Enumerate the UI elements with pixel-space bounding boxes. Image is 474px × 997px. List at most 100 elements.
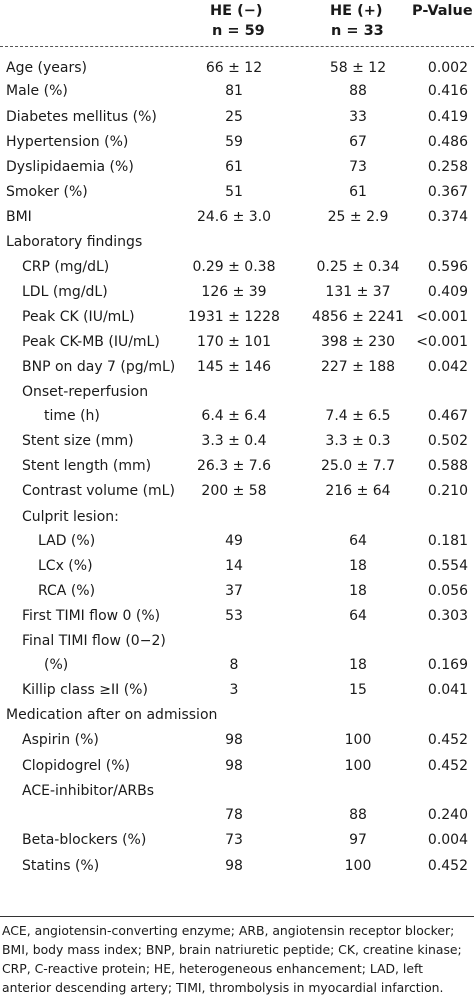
row-label: LCx (%) bbox=[38, 558, 93, 574]
he-positive-value: 0.25 ± 0.34 bbox=[316, 259, 400, 275]
he-positive-value: 88 bbox=[349, 807, 367, 823]
he-negative-value: 25 bbox=[225, 109, 243, 125]
row-label: Statins (%) bbox=[22, 858, 100, 874]
he-positive-value: 18 bbox=[349, 558, 367, 574]
row-label: Clopidogrel (%) bbox=[22, 758, 130, 774]
p-value: 0.056 bbox=[427, 583, 468, 599]
row-label-continuation: (%) bbox=[44, 657, 69, 673]
he-negative-value: 14 bbox=[225, 558, 243, 574]
he-positive-value: 25.0 ± 7.7 bbox=[320, 458, 396, 474]
p-value: 0.452 bbox=[427, 758, 468, 774]
row-label: BNP on day 7 (pg/mL) bbox=[22, 359, 176, 375]
he-negative-value: 78 bbox=[225, 807, 243, 823]
he-negative-value: 61 bbox=[225, 159, 243, 175]
he-positive-value: 25 ± 2.9 bbox=[327, 209, 389, 225]
p-value: 0.041 bbox=[427, 682, 468, 698]
he-positive-value: 100 bbox=[344, 758, 372, 774]
p-value: 0.452 bbox=[427, 858, 468, 874]
header-divider bbox=[0, 46, 474, 47]
p-value: 0.419 bbox=[427, 109, 468, 125]
he-positive-value: 61 bbox=[349, 184, 367, 200]
he-positive-value: 18 bbox=[349, 583, 367, 599]
p-value: 0.409 bbox=[427, 284, 468, 300]
row-label: Beta-blockers (%) bbox=[22, 832, 147, 848]
he-negative-value: 26.3 ± 7.6 bbox=[196, 458, 272, 474]
table-footnote: ACE, angiotensin-converting enzyme; ARB,… bbox=[2, 923, 462, 995]
row-label: Male (%) bbox=[6, 83, 68, 99]
p-value: 0.502 bbox=[427, 433, 468, 449]
he-positive-value: 398 ± 230 bbox=[320, 334, 396, 350]
he-positive-value: 67 bbox=[349, 134, 367, 150]
row-label: Aspirin (%) bbox=[22, 732, 99, 748]
he-positive-value: 64 bbox=[349, 533, 367, 549]
he-positive-value: 131 ± 37 bbox=[325, 284, 391, 300]
he-positive-value: 100 bbox=[344, 732, 372, 748]
row-label: Peak CK-MB (IU/mL) bbox=[22, 334, 160, 350]
he-negative-value: 200 ± 58 bbox=[201, 483, 267, 499]
he-negative-value: 59 bbox=[225, 134, 243, 150]
he-negative-value: 73 bbox=[225, 832, 243, 848]
he-positive-value: 216 ± 64 bbox=[325, 483, 391, 499]
p-value: 0.169 bbox=[427, 657, 468, 673]
row-label: Diabetes mellitus (%) bbox=[6, 109, 157, 125]
he-negative-value: 81 bbox=[225, 83, 243, 99]
he-positive-value: 97 bbox=[349, 832, 367, 848]
row-label: LAD (%) bbox=[38, 533, 96, 549]
he-positive-value: 100 bbox=[344, 858, 372, 874]
he-positive-value: 58 ± 12 bbox=[329, 60, 387, 76]
row-label: Medication after on admission bbox=[6, 707, 218, 723]
row-label: BMI bbox=[6, 209, 32, 225]
p-value: 0.042 bbox=[427, 359, 468, 375]
p-value: 0.210 bbox=[427, 483, 468, 499]
he-positive-value: 64 bbox=[349, 608, 367, 624]
row-label-continuation: time (h) bbox=[44, 408, 100, 424]
row-label: Onset-reperfusion bbox=[22, 384, 149, 400]
he-positive-value: 7.4 ± 6.5 bbox=[325, 408, 391, 424]
he-negative-value: 126 ± 39 bbox=[201, 284, 267, 300]
row-label: Stent length (mm) bbox=[22, 458, 152, 474]
row-label: Culprit lesion: bbox=[22, 509, 119, 525]
row-label: Smoker (%) bbox=[6, 184, 88, 200]
p-value: 0.181 bbox=[427, 533, 468, 549]
p-value: 0.588 bbox=[427, 458, 468, 474]
row-label: LDL (mg/dL) bbox=[22, 284, 108, 300]
he-positive-value: 227 ± 188 bbox=[320, 359, 396, 375]
he-negative-value: 98 bbox=[225, 732, 243, 748]
row-label: RCA (%) bbox=[38, 583, 96, 599]
row-label: Final TIMI flow (0−2) bbox=[22, 633, 166, 649]
he-negative-value: 24.6 ± 3.0 bbox=[196, 209, 272, 225]
p-value: 0.486 bbox=[427, 134, 468, 150]
he-negative-value: 98 bbox=[225, 758, 243, 774]
row-label: ACE-inhibitor/ARBs bbox=[22, 783, 155, 799]
he-negative-value: 49 bbox=[225, 533, 243, 549]
footer-divider bbox=[0, 916, 474, 917]
p-value: 0.004 bbox=[427, 832, 468, 848]
p-value: 0.258 bbox=[427, 159, 468, 175]
he-negative-value: 51 bbox=[225, 184, 243, 200]
header-he-negative: HE (−) bbox=[210, 3, 263, 19]
he-negative-value: 37 bbox=[225, 583, 243, 599]
he-negative-value: 145 ± 146 bbox=[196, 359, 272, 375]
row-label: Peak CK (IU/mL) bbox=[22, 309, 135, 325]
he-negative-value: 53 bbox=[225, 608, 243, 624]
p-value: <0.001 bbox=[416, 309, 468, 325]
p-value: 0.367 bbox=[427, 184, 468, 200]
he-positive-value: 3.3 ± 0.3 bbox=[325, 433, 391, 449]
he-negative-value: 66 ± 12 bbox=[205, 60, 263, 76]
p-value: <0.001 bbox=[416, 334, 468, 350]
row-label: Hypertension (%) bbox=[6, 134, 129, 150]
p-value: 0.416 bbox=[427, 83, 468, 99]
he-negative-value: 0.29 ± 0.38 bbox=[192, 259, 276, 275]
he-positive-value: 73 bbox=[349, 159, 367, 175]
he-positive-value: 88 bbox=[349, 83, 367, 99]
p-value: 0.596 bbox=[427, 259, 468, 275]
he-negative-value: 6.4 ± 6.4 bbox=[201, 408, 267, 424]
header-he-positive-n: n = 33 bbox=[331, 23, 384, 39]
row-label: Laboratory findings bbox=[6, 234, 143, 250]
header-p-value: P-Value bbox=[412, 3, 473, 19]
row-label: Age (years) bbox=[6, 60, 87, 76]
he-negative-value: 3.3 ± 0.4 bbox=[201, 433, 267, 449]
row-label: Dyslipidaemia (%) bbox=[6, 159, 134, 175]
he-negative-value: 3 bbox=[229, 682, 239, 698]
p-value: 0.240 bbox=[427, 807, 468, 823]
